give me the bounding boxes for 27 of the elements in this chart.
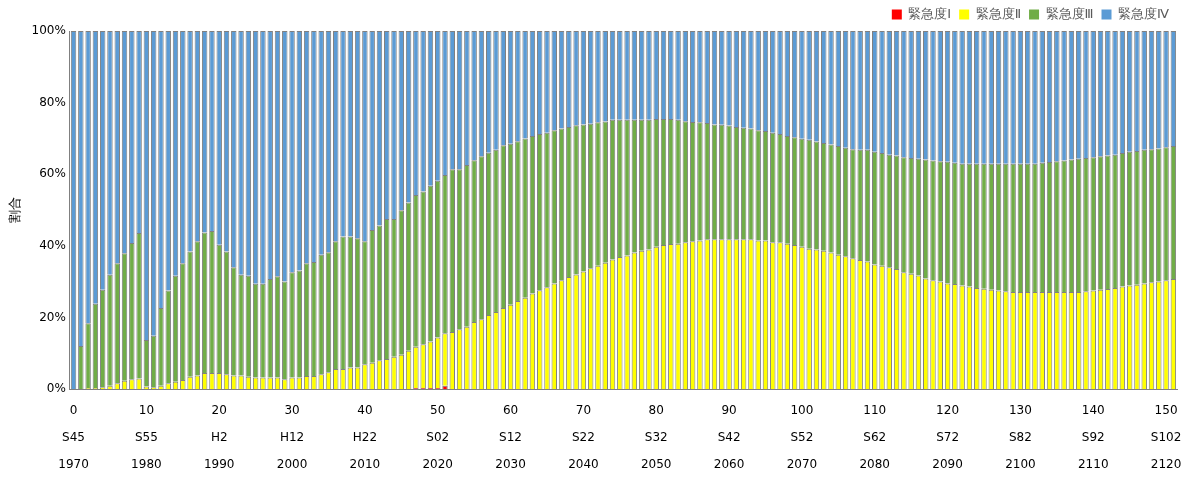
y-tick-label: 40% <box>39 237 66 252</box>
x-tick-label: 30 H12 2000 <box>276 402 308 471</box>
y-tick-label: 80% <box>39 94 66 109</box>
x-tick-label: 130 S82 2100 <box>1005 402 1036 471</box>
x-tick-label: 90 S42 2060 <box>713 402 745 471</box>
y-tick-label: 60% <box>39 166 66 181</box>
x-tick-label: 150 S102 2120 <box>1150 402 1182 471</box>
x-tick-label: 110 S62 2080 <box>859 402 891 471</box>
y-tick-label: 0% <box>46 381 66 396</box>
x-tick-label: 80 S32 2050 <box>640 402 672 471</box>
x-tick-label: 50 S02 2020 <box>422 402 453 471</box>
x-tick-label: 40 H22 2010 <box>349 402 381 471</box>
x-tick-label: 20 H2 1990 <box>203 402 235 471</box>
x-tick-label: 120 S72 2090 <box>932 402 963 471</box>
x-tick-label: 10 S55 1980 <box>131 402 162 471</box>
x-tick-label: 100 S52 2070 <box>786 402 818 471</box>
x-tick-label: 70 S22 2040 <box>568 402 599 471</box>
x-tick-label: 60 S12 2030 <box>495 402 526 471</box>
y-axis-title: 割合 <box>7 197 23 223</box>
legend-label: 緊急度Ⅱ <box>975 5 1022 21</box>
x-tick-label: 140 S92 2110 <box>1077 402 1109 471</box>
legend-label: 緊急度Ⅲ <box>1045 5 1094 21</box>
y-tick-label: 20% <box>39 309 66 324</box>
x-tick-label: 0 S45 1970 <box>58 402 89 471</box>
y-tick-label: 100% <box>31 23 66 38</box>
legend-label: 緊急度Ⅰ <box>908 5 952 21</box>
legend-label: 緊急度Ⅳ <box>1118 5 1169 21</box>
